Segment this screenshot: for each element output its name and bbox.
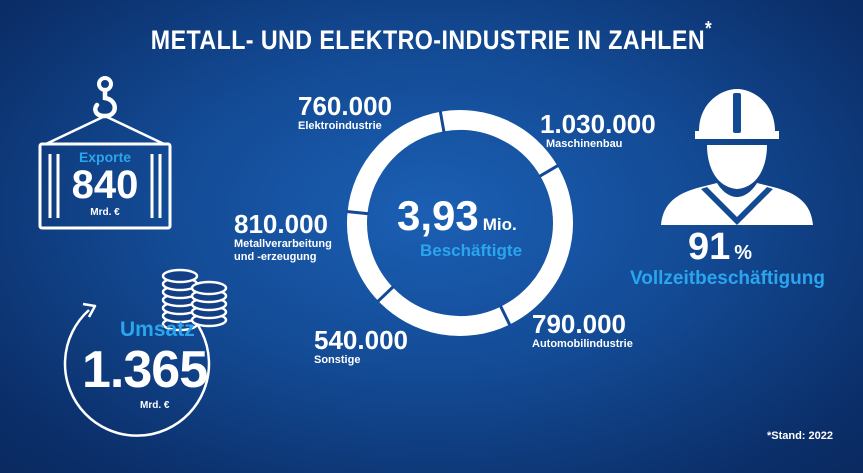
segment-name: Sonstige (314, 354, 361, 366)
title-text: METALL- UND ELEKTRO-INDUSTRIE IN ZAHLEN (150, 25, 706, 55)
exports-label: Exporte (78, 149, 132, 165)
segment-name-line-2: und -erzeugung (234, 251, 317, 263)
circular-arrow-icon (63, 302, 211, 437)
page-title: METALL- UND ELEKTRO-INDUSTRIE IN ZAHLEN* (60, 18, 802, 56)
footnote-stand: *Stand: 2022 (766, 430, 833, 442)
revenue-unit: Mrd. € (140, 400, 170, 411)
segment-value: 790.000 (532, 309, 626, 339)
title-footnote-mark: * (705, 18, 713, 40)
segment-value: 760.000 (298, 91, 392, 121)
fulltime-label: Vollzeitbeschäftigung (630, 268, 825, 289)
exports-block: Exporte 840 Mrd. € (40, 149, 170, 218)
segment-name-line-1: Metallverarbeitung (234, 238, 332, 250)
segment-label-sonstige: 540.000 Sonstige (314, 326, 408, 367)
donut-segment-metall (347, 111, 445, 214)
exports-unit: Mrd. € (90, 207, 120, 218)
revenue-label: Umsatz (120, 318, 195, 341)
fulltime-unit: % (734, 242, 753, 264)
donut-segment-sonstige (347, 211, 393, 302)
donut-separator (346, 209, 369, 216)
employees-value: 3,93 (397, 192, 479, 239)
segment-label-automobil: 790.000 Automobilindustrie (532, 310, 633, 351)
fulltime-figure: 91% (688, 226, 752, 269)
container-icon (38, 142, 172, 230)
donut-separator (376, 285, 395, 303)
revenue-graphic (63, 268, 228, 437)
employees-unit: Mio. (482, 215, 517, 234)
segment-name: Automobilindustrie (532, 338, 633, 350)
segment-value: 540.000 (314, 325, 408, 355)
worker-helmet-icon (661, 89, 813, 225)
crane-hook-icon (93, 76, 117, 119)
sling-lines (45, 114, 165, 146)
employees-total: 3,93 Mio. (397, 192, 517, 240)
revenue-value: 1.365 (82, 341, 208, 399)
coin-stack-icon (161, 268, 228, 332)
employees-donut-chart (346, 110, 573, 336)
fulltime-value: 91 (688, 226, 731, 268)
exports-value: 840 (71, 163, 139, 207)
employees-label: Beschäftigte (420, 241, 523, 260)
segment-label-elektro: 760.000 Elektroindustrie (298, 92, 392, 133)
segment-value: 1.030.000 (540, 109, 656, 139)
exports-graphic (38, 76, 172, 230)
segment-label-metall: 810.000 Metallverarbeitung und -erzeugun… (234, 210, 332, 264)
donut-segment-automobil (378, 287, 510, 336)
donut-separator (499, 305, 512, 327)
donut-separator (438, 110, 446, 133)
donut-segment-elektro (440, 110, 558, 177)
donut-ring (346, 110, 573, 336)
segment-name: Elektroindustrie (298, 120, 382, 132)
segment-label-maschinenbau: 1.030.000 Maschinenbau (540, 110, 656, 151)
segment-name: Maschinenbau (546, 138, 623, 150)
donut-segment-maschinenbau (500, 165, 573, 325)
segment-value: 810.000 (234, 209, 328, 239)
donut-separator (538, 164, 560, 178)
